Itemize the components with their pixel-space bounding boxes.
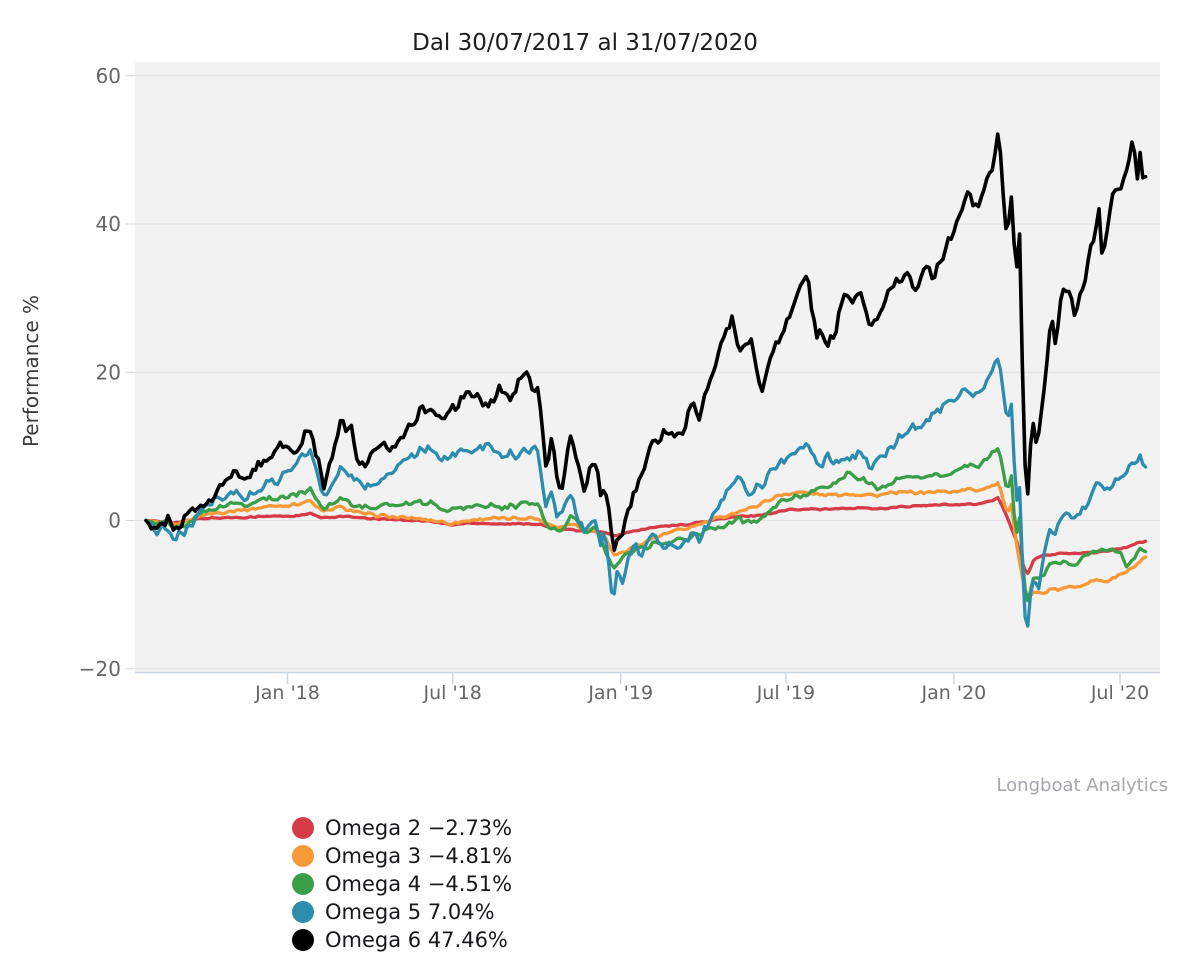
legend-dot-omega6 [292, 929, 314, 951]
legend-item-omega6[interactable]: Omega 6 47.46% [292, 926, 512, 954]
legend: Omega 2 −2.73% Omega 3 −4.81% Omega 4 −4… [292, 814, 512, 954]
gridlines [126, 75, 1160, 670]
y-axis-title: Performance % [19, 295, 43, 447]
y-axis-tick-labels: 60 40 20 0 −20 [79, 64, 121, 681]
x-tick-label: Jan '19 [587, 682, 653, 704]
legend-label-omega3: Omega 3 −4.81% [325, 844, 513, 868]
legend-label-omega5: Omega 5 7.04% [325, 900, 495, 924]
series-line-omega2 [144, 495, 1148, 575]
x-axis: Jan '18 Jul '18 Jan '19 Jul '19 Jan '20 … [135, 671, 1160, 704]
x-tick-label: Jul '20 [1090, 682, 1149, 704]
y-tick-label: 60 [96, 64, 121, 88]
legend-item-omega4[interactable]: Omega 4 −4.51% [292, 870, 512, 898]
x-tick-label: Jul '18 [423, 682, 482, 704]
legend-label-omega2: Omega 2 −2.73% [325, 816, 513, 840]
legend-dot-omega5 [292, 901, 314, 923]
y-tick-label: 40 [96, 212, 121, 236]
series-lines [144, 132, 1148, 628]
legend-item-omega5[interactable]: Omega 5 7.04% [292, 898, 512, 926]
legend-dot-omega2 [292, 817, 314, 839]
y-tick-label: 0 [108, 509, 121, 533]
plot-background [135, 62, 1160, 672]
x-tick-label: Jul '19 [756, 682, 815, 704]
legend-label-omega4: Omega 4 −4.51% [325, 872, 513, 896]
x-tick-label: Jan '18 [254, 682, 320, 704]
chart-title: Dal 30/07/2017 al 31/07/2020 [412, 30, 758, 56]
legend-item-omega3[interactable]: Omega 3 −4.81% [292, 842, 512, 870]
y-tick-label: −20 [79, 657, 121, 681]
x-tick-label: Jan '20 [921, 682, 987, 704]
series-line-omega6 [144, 132, 1148, 552]
watermark: Longboat Analytics [996, 775, 1168, 796]
series-line-omega5 [144, 357, 1148, 628]
legend-item-omega2[interactable]: Omega 2 −2.73% [292, 814, 512, 842]
legend-label-omega6: Omega 6 47.46% [325, 928, 508, 952]
legend-dot-omega3 [292, 845, 314, 867]
y-tick-label: 20 [96, 360, 121, 384]
legend-dot-omega4 [292, 873, 314, 895]
